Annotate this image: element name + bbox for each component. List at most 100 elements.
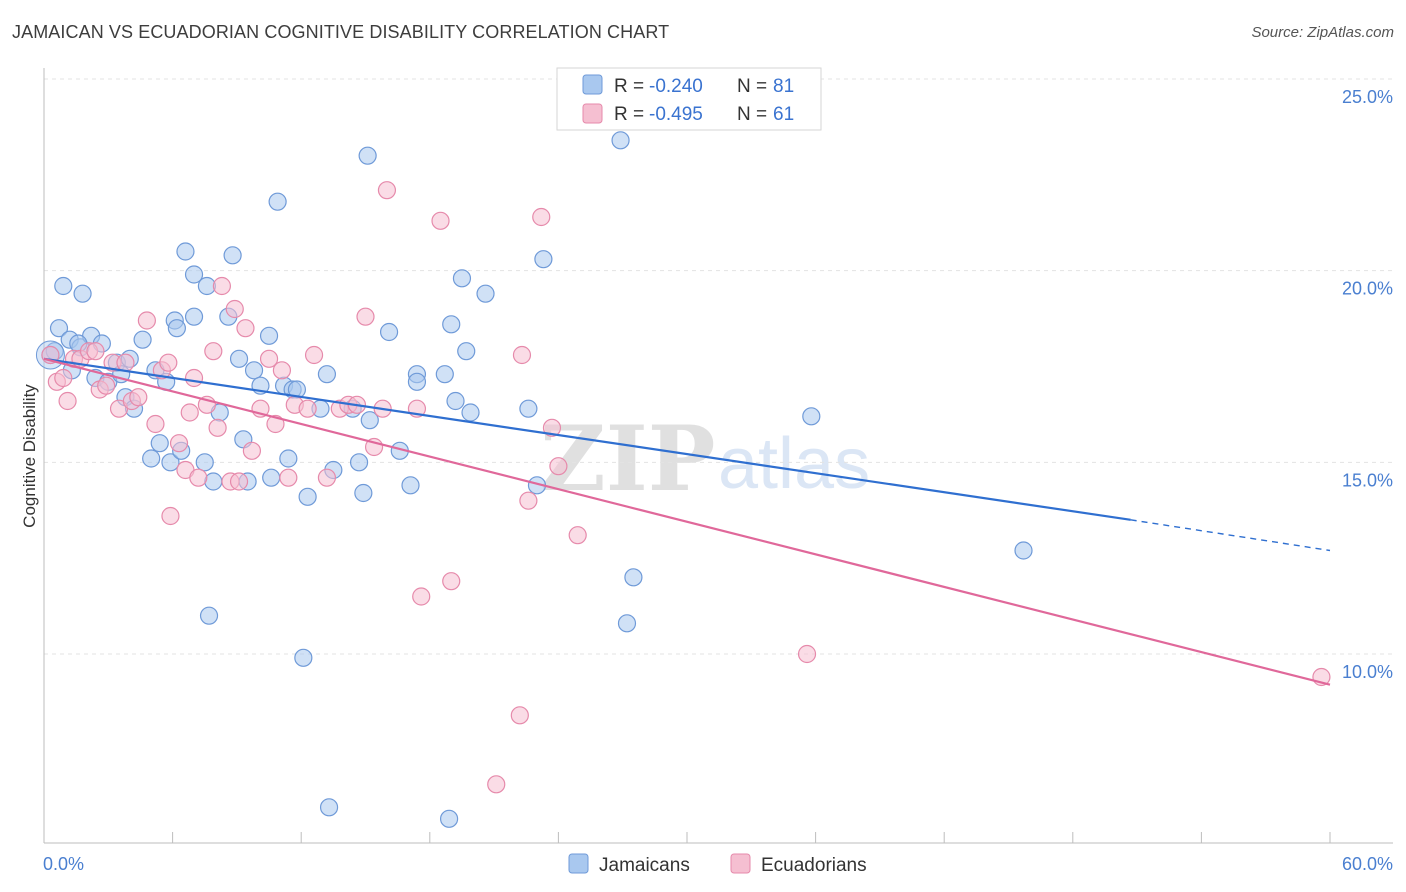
- source-label: Source: ZipAtlas.com: [1251, 24, 1394, 41]
- jamaicans-trend-extension: [1130, 519, 1331, 552]
- ecuadorian-point: [146, 414, 165, 434]
- ecuadorian-point: [129, 388, 148, 407]
- legend-n-value-2: 61: [773, 104, 794, 125]
- ecuadorian-point: [272, 361, 292, 380]
- jamaican-point: [161, 453, 180, 472]
- ecuadorian-point: [487, 775, 506, 794]
- ecuadorian-point: [549, 457, 568, 476]
- ecuadorian-point: [97, 376, 116, 395]
- ecuadorian-point: [412, 587, 431, 606]
- jamaican-point: [279, 449, 298, 468]
- jamaican-point: [184, 307, 204, 326]
- jamaican-point: [534, 250, 553, 269]
- ecuadorian-point: [519, 491, 538, 510]
- ecuadorian-point: [442, 572, 461, 591]
- ecuadorians-trend-line: [43, 357, 1331, 686]
- ecuadorian-point: [225, 299, 244, 319]
- jamaican-point: [54, 276, 73, 296]
- jamaican-point: [442, 315, 461, 334]
- jamaican-point: [49, 319, 69, 338]
- ecuadorian-point: [159, 353, 178, 372]
- jamaican-point: [802, 407, 821, 426]
- jamaican-point: [379, 322, 399, 342]
- jamaican-point: [401, 476, 420, 495]
- jamaican-point: [199, 606, 219, 625]
- jamaican-point: [457, 342, 476, 361]
- watermark-atlas: atlas: [718, 424, 870, 504]
- ecuadorian-point: [86, 342, 105, 361]
- ecuadorian-point: [58, 391, 77, 411]
- jamaican-point: [617, 614, 637, 633]
- jamaican-point: [446, 391, 465, 411]
- legend-n-value-1: 81: [773, 76, 794, 97]
- y-tick-label: 15.0%: [1342, 470, 1393, 490]
- jamaican-point: [294, 648, 313, 667]
- jamaican-point: [73, 284, 92, 303]
- ecuadorian-point: [266, 414, 285, 434]
- ecuadorian-point: [532, 207, 551, 227]
- watermark-zip: ZIP: [540, 406, 715, 512]
- legend-bottom: Jamaicans Ecuadorians: [568, 853, 867, 876]
- jamaican-point: [319, 798, 339, 817]
- chart-title: JAMAICAN VS ECUADORIAN COGNITIVE DISABIL…: [12, 22, 670, 42]
- jamaican-point: [519, 399, 538, 418]
- jamaican-point: [244, 361, 264, 380]
- legend-top: R = -0.240 N = 81 R = -0.495 N = 61: [556, 67, 822, 131]
- ecuadorian-point: [512, 345, 532, 365]
- jamaican-point: [452, 269, 472, 288]
- jamaican-point: [476, 284, 495, 303]
- jamaican-point: [354, 483, 373, 503]
- jamaicans-points: [35, 131, 1033, 828]
- jamaican-point: [150, 434, 169, 453]
- y-tick-label: 20.0%: [1342, 279, 1393, 299]
- ecuadorian-point: [377, 181, 397, 200]
- jamaican-point: [204, 472, 223, 491]
- jamaicans-trend-line: [43, 357, 1131, 521]
- legend-r-value-1: -0.240: [649, 76, 703, 97]
- ecuadorian-point: [317, 468, 337, 487]
- jamaican-point: [1014, 541, 1033, 560]
- legend-swatch-jamaicans: [582, 74, 603, 95]
- jamaican-point: [176, 242, 195, 261]
- jamaican-point: [142, 449, 161, 468]
- ecuadorian-point: [189, 468, 208, 487]
- ecuadorian-point: [431, 211, 450, 230]
- jamaican-point: [349, 453, 369, 472]
- y-axis-title: Cognitive Disability: [20, 384, 39, 528]
- ecuadorian-point: [116, 353, 135, 372]
- ecuadorian-point: [568, 526, 587, 545]
- jamaican-point: [167, 319, 186, 338]
- ecuadorian-point: [204, 342, 223, 361]
- jamaican-point: [195, 453, 214, 472]
- jamaican-point: [358, 146, 377, 165]
- jamaican-point: [624, 568, 643, 587]
- ecuadorian-point: [797, 644, 817, 664]
- bottom-legend-label-ecuadorians: Ecuadorians: [761, 855, 867, 876]
- jamaican-point: [223, 246, 242, 265]
- ecuadorian-point: [298, 399, 317, 418]
- legend-r-label-2: R =: [614, 104, 644, 125]
- jamaican-point: [184, 265, 204, 284]
- ecuadorian-point: [304, 345, 324, 365]
- bottom-legend-swatch-ecuadorians: [730, 853, 751, 874]
- ecuadorian-point: [242, 441, 262, 460]
- ecuadorian-point: [279, 468, 298, 487]
- x-tick-label-max: 60.0%: [1342, 854, 1393, 874]
- ecuadorian-point: [229, 472, 249, 491]
- legend-n-label-1: N =: [737, 76, 767, 97]
- trend-lines: [43, 357, 1331, 686]
- jamaican-point: [259, 326, 279, 345]
- y-tick-labels: 10.0% 15.0% 20.0% 25.0%: [1342, 87, 1393, 682]
- jamaican-point: [611, 131, 630, 150]
- x-tick-label-min: 0.0%: [43, 854, 84, 874]
- ecuadorian-point: [137, 311, 156, 330]
- jamaican-point: [262, 468, 281, 487]
- ecuadorian-point: [542, 418, 562, 437]
- ecuadorian-point: [54, 368, 73, 388]
- ecuadorian-point: [212, 276, 231, 296]
- ecuadorian-point: [259, 349, 279, 368]
- jamaican-point: [229, 349, 249, 368]
- ecuadorian-point: [180, 403, 199, 422]
- jamaican-point: [133, 330, 152, 349]
